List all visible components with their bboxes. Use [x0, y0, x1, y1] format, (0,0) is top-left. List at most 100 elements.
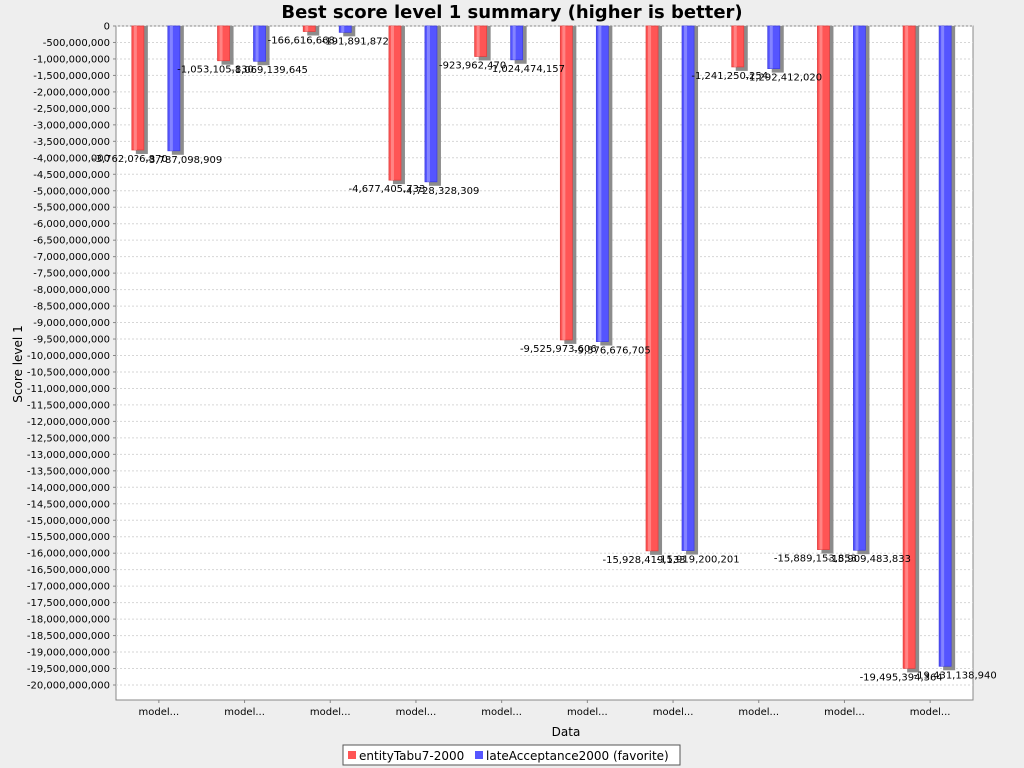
data-label: -15,909,483,833 [828, 554, 911, 565]
y-tick-label: -7,000,000,000 [33, 252, 110, 263]
bar-entitytabu [302, 25, 316, 32]
legend-swatch-lateacceptance [475, 751, 483, 759]
y-tick-label: -2,500,000,000 [33, 104, 110, 115]
y-tick-label: -17,000,000,000 [27, 582, 110, 593]
y-tick-label: -12,000,000,000 [27, 417, 110, 428]
y-tick-label: -6,500,000,000 [33, 236, 110, 247]
y-tick-label: -12,500,000,000 [27, 433, 110, 444]
y-tick-label: -19,000,000,000 [27, 648, 110, 659]
data-label: -19,495,394,364 [860, 672, 943, 683]
y-tick-label: -1,000,000,000 [33, 54, 110, 65]
y-tick-label: -20,000,000,000 [27, 681, 110, 692]
data-label: -1,292,412,020 [745, 73, 822, 84]
bar-entitytabu [131, 25, 145, 151]
data-label: -1,241,250,254 [691, 71, 768, 82]
data-label: -9,576,676,705 [574, 346, 651, 357]
bar-entitytabu [731, 25, 745, 68]
legend-box [342, 744, 681, 766]
x-tick-label: model... [824, 707, 865, 718]
legend-swatch-entitytabu [348, 751, 356, 759]
bar-highlight [562, 26, 566, 340]
y-axis-ticks: 0 -500,000,000 -1,000,000,000 -1,500,000,00… [27, 22, 116, 692]
y-tick-label: -10,500,000,000 [27, 367, 110, 378]
gridlines [116, 25, 973, 686]
chart-title: Best score level 1 summary (higher is be… [281, 2, 742, 23]
bar-lateacceptance [595, 25, 609, 342]
legend-label-lateacceptance: lateAcceptance2000 (favorite) [486, 749, 669, 763]
y-tick-label: -8,500,000,000 [33, 302, 110, 313]
bar-lateacceptance [338, 25, 352, 33]
data-label: -15,919,200,201 [656, 555, 739, 566]
y-tick-label: -2,000,000,000 [33, 87, 110, 98]
y-tick-label: -14,000,000,000 [27, 483, 110, 494]
bar-highlight [733, 26, 737, 67]
x-tick-label: model... [653, 707, 694, 718]
bar-highlight [219, 26, 223, 61]
y-tick-label: -14,500,000,000 [27, 499, 110, 510]
bar-entitytabu [217, 25, 230, 62]
y-tick-label: -13,500,000,000 [27, 466, 110, 477]
bar-highlight [684, 26, 688, 551]
y-tick-label: -7,500,000,000 [33, 269, 110, 280]
data-label: -4,728,328,309 [403, 186, 480, 197]
bar-entitytabu [388, 25, 402, 181]
y-tick-label: -13,000,000,000 [27, 450, 110, 461]
y-tick-label: -5,500,000,000 [33, 203, 110, 214]
bar-highlight [769, 26, 773, 69]
y-tick-label: -18,000,000,000 [27, 615, 110, 626]
bar-highlight [512, 26, 516, 60]
y-axis-title: Score level 1 [11, 325, 25, 402]
x-tick-label: model... [139, 707, 180, 718]
data-label: -166,616,668 [268, 35, 335, 46]
data-labels: -3,762,0?6,870 -1,053,105,830 -166,616,668… [92, 35, 997, 683]
data-label: -19,431,138,940 [914, 670, 997, 681]
bar-lateacceptance [938, 25, 952, 667]
bar-highlight [426, 26, 430, 182]
bar-entitytabu [817, 25, 830, 550]
data-label: -191,891,872 [322, 36, 389, 47]
legend-label-entitytabu: entityTabu7-2000 [359, 749, 464, 763]
y-tick-label: -16,000,000,000 [27, 549, 110, 560]
data-label: -1,024,474,157 [488, 64, 565, 75]
bar-highlight [133, 26, 137, 150]
y-tick-label: -4,500,000,000 [33, 170, 110, 181]
x-tick-label: model... [481, 707, 522, 718]
bars [131, 25, 956, 673]
x-tick-label: model... [310, 707, 351, 718]
bar-highlight [855, 26, 859, 551]
bar-highlight [476, 26, 480, 57]
data-label: -1,053,105,830 [177, 65, 254, 76]
bar-entitytabu [474, 25, 488, 57]
y-tick-label: -1,500,000,000 [33, 71, 110, 82]
y-tick-label: -15,000,000,000 [27, 516, 110, 527]
y-tick-label: -500,000,000 [43, 38, 110, 49]
plot-area [115, 25, 974, 701]
y-tick-label: -11,000,000,000 [27, 384, 110, 395]
bar-lateacceptance [424, 25, 438, 183]
bar-highlight [941, 26, 945, 667]
y-tick-label: -10,000,000,000 [27, 351, 110, 362]
y-tick-label: -19,500,000,000 [27, 664, 110, 675]
y-tick-label: -16,500,000,000 [27, 565, 110, 576]
x-tick-label: model... [910, 707, 951, 718]
bar-lateacceptance [510, 25, 524, 61]
legend: entityTabu7-2000 lateAcceptance2000 (fav… [342, 744, 681, 766]
bar-highlight [255, 26, 259, 62]
bar-highlight [305, 26, 309, 32]
x-tick-label: model... [567, 707, 608, 718]
y-tick-label: -9,500,000,000 [33, 335, 110, 346]
y-tick-label: -9,000,000,000 [33, 318, 110, 329]
x-tick-label: model... [396, 707, 437, 718]
y-tick-label: -3,500,000,000 [33, 137, 110, 148]
bar-highlight [819, 26, 823, 550]
y-tick-label: -8,000,000,000 [33, 285, 110, 296]
bar-highlight [905, 26, 909, 669]
data-label: -3,787,098,909 [145, 155, 222, 166]
bar-highlight [390, 26, 394, 181]
data-label: -4,677,405,733 [349, 184, 426, 195]
y-tick-label: -4,000,000,000 [33, 153, 110, 164]
data-label: -15,928,419,133 [602, 555, 685, 566]
bar-entitytabu [902, 25, 916, 669]
y-tick-label: 0 [104, 22, 110, 33]
